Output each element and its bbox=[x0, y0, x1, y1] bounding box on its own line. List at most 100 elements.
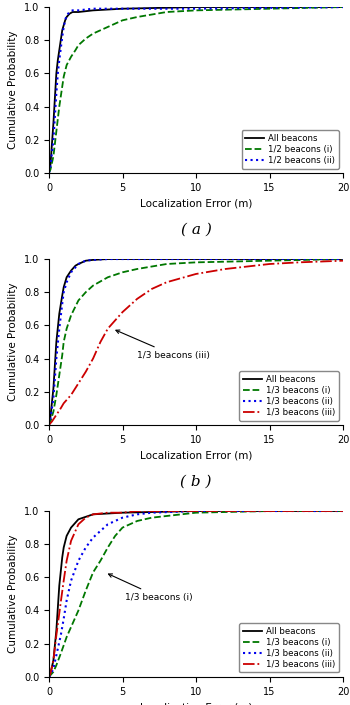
All beacons bbox=[84, 257, 88, 265]
All beacons bbox=[64, 273, 69, 281]
All beacons bbox=[60, 26, 64, 35]
All beacons bbox=[63, 16, 67, 25]
1/2 beacons (i) bbox=[60, 82, 64, 91]
1/3 beacons (i) bbox=[60, 351, 64, 360]
1/3 beacons (ii) bbox=[120, 513, 125, 522]
All beacons bbox=[120, 508, 125, 517]
1/3 beacons (ii) bbox=[267, 255, 272, 263]
1/3 beacons (i) bbox=[194, 508, 198, 517]
All beacons bbox=[69, 266, 73, 275]
1/3 beacons (i) bbox=[120, 268, 125, 276]
1/3 beacons (i) bbox=[76, 606, 80, 615]
1/3 beacons (i) bbox=[91, 281, 95, 290]
1/3 beacons (ii) bbox=[341, 255, 345, 263]
1/3 beacons (ii) bbox=[341, 507, 345, 515]
1/3 beacons (i) bbox=[69, 311, 73, 319]
1/3 beacons (iii) bbox=[150, 285, 154, 293]
1/3 beacons (ii) bbox=[91, 533, 95, 541]
1/3 beacons (iii) bbox=[62, 577, 66, 585]
All beacons bbox=[194, 507, 198, 515]
1/3 beacons (i) bbox=[62, 641, 66, 649]
All beacons bbox=[120, 255, 125, 263]
1/2 beacons (ii) bbox=[51, 135, 56, 144]
1/2 beacons (i) bbox=[76, 41, 80, 49]
1/3 beacons (ii) bbox=[64, 596, 69, 605]
1/3 beacons (ii) bbox=[60, 300, 64, 308]
All beacons bbox=[341, 3, 345, 11]
1/3 beacons (ii) bbox=[57, 324, 61, 333]
Line: 1/3 beacons (ii): 1/3 beacons (ii) bbox=[49, 259, 343, 425]
1/3 beacons (iii) bbox=[69, 537, 73, 545]
1/3 beacons (ii) bbox=[51, 664, 56, 673]
1/3 beacons (i) bbox=[57, 371, 61, 379]
1/2 beacons (i) bbox=[164, 8, 169, 16]
1/3 beacons (ii) bbox=[47, 421, 51, 429]
1/3 beacons (ii) bbox=[120, 255, 125, 263]
1/2 beacons (ii) bbox=[47, 168, 51, 177]
All beacons bbox=[48, 412, 52, 421]
1/3 beacons (ii) bbox=[69, 268, 73, 276]
1/3 beacons (iii) bbox=[59, 404, 63, 412]
1/3 beacons (i) bbox=[194, 258, 198, 266]
All beacons bbox=[57, 582, 61, 590]
1/2 beacons (i) bbox=[120, 16, 125, 25]
1/3 beacons (ii) bbox=[150, 255, 154, 263]
1/3 beacons (iii) bbox=[76, 520, 80, 529]
All beacons bbox=[194, 3, 198, 11]
1/3 beacons (i) bbox=[51, 668, 56, 676]
All beacons bbox=[62, 544, 66, 552]
1/2 beacons (ii) bbox=[68, 8, 72, 16]
1/3 beacons (ii) bbox=[135, 510, 139, 519]
All beacons bbox=[91, 256, 95, 264]
1/3 beacons (i) bbox=[106, 273, 110, 281]
1/3 beacons (iii) bbox=[106, 324, 110, 333]
1/3 beacons (ii) bbox=[48, 414, 52, 422]
X-axis label: Localization Error (m): Localization Error (m) bbox=[140, 198, 252, 208]
1/3 beacons (iii) bbox=[113, 316, 117, 324]
All beacons bbox=[56, 56, 60, 64]
All beacons bbox=[54, 338, 58, 346]
1/3 beacons (i) bbox=[54, 661, 58, 670]
1/3 beacons (iii) bbox=[98, 338, 103, 346]
1/2 beacons (ii) bbox=[120, 4, 125, 13]
All beacons bbox=[64, 13, 69, 21]
1/3 beacons (iii) bbox=[267, 507, 272, 515]
All beacons bbox=[54, 69, 58, 78]
1/3 beacons (ii) bbox=[74, 263, 78, 271]
Legend: All beacons, 1/3 beacons (i), 1/3 beacons (ii), 1/3 beacons (iii): All beacons, 1/3 beacons (i), 1/3 beacon… bbox=[239, 623, 339, 673]
1/2 beacons (ii) bbox=[62, 23, 66, 31]
All beacons bbox=[74, 262, 78, 270]
1/3 beacons (i) bbox=[267, 257, 272, 265]
1/3 beacons (ii) bbox=[98, 527, 103, 535]
1/3 beacons (iii) bbox=[51, 656, 56, 664]
1/3 beacons (ii) bbox=[51, 394, 56, 403]
1/3 beacons (i) bbox=[164, 259, 169, 268]
1/3 beacons (ii) bbox=[54, 651, 58, 659]
All beacons bbox=[48, 160, 52, 168]
All beacons bbox=[76, 259, 80, 268]
1/3 beacons (i) bbox=[47, 673, 51, 681]
Line: 1/3 beacons (iii): 1/3 beacons (iii) bbox=[49, 511, 343, 677]
All beacons bbox=[47, 168, 51, 177]
Line: 1/3 beacons (ii): 1/3 beacons (ii) bbox=[49, 511, 343, 677]
1/3 beacons (iii) bbox=[223, 265, 228, 274]
1/3 beacons (i) bbox=[120, 523, 125, 532]
1/3 beacons (iii) bbox=[341, 257, 345, 265]
1/2 beacons (ii) bbox=[341, 3, 345, 11]
1/3 beacons (ii) bbox=[84, 544, 88, 552]
1/2 beacons (i) bbox=[341, 3, 345, 11]
All beacons bbox=[64, 532, 69, 540]
1/3 beacons (iii) bbox=[59, 598, 63, 606]
1/2 beacons (i) bbox=[64, 61, 69, 69]
All beacons bbox=[106, 255, 110, 263]
1/3 beacons (i) bbox=[98, 556, 103, 565]
All beacons bbox=[47, 673, 51, 681]
Line: All beacons: All beacons bbox=[49, 259, 343, 425]
1/2 beacons (i) bbox=[106, 23, 110, 31]
1/3 beacons (ii) bbox=[54, 355, 58, 363]
1/3 beacons (iii) bbox=[64, 556, 69, 565]
1/3 beacons (iii) bbox=[194, 507, 198, 515]
1/3 beacons (i) bbox=[113, 532, 117, 540]
1/2 beacons (ii) bbox=[56, 69, 60, 78]
1/2 beacons (i) bbox=[74, 46, 78, 54]
